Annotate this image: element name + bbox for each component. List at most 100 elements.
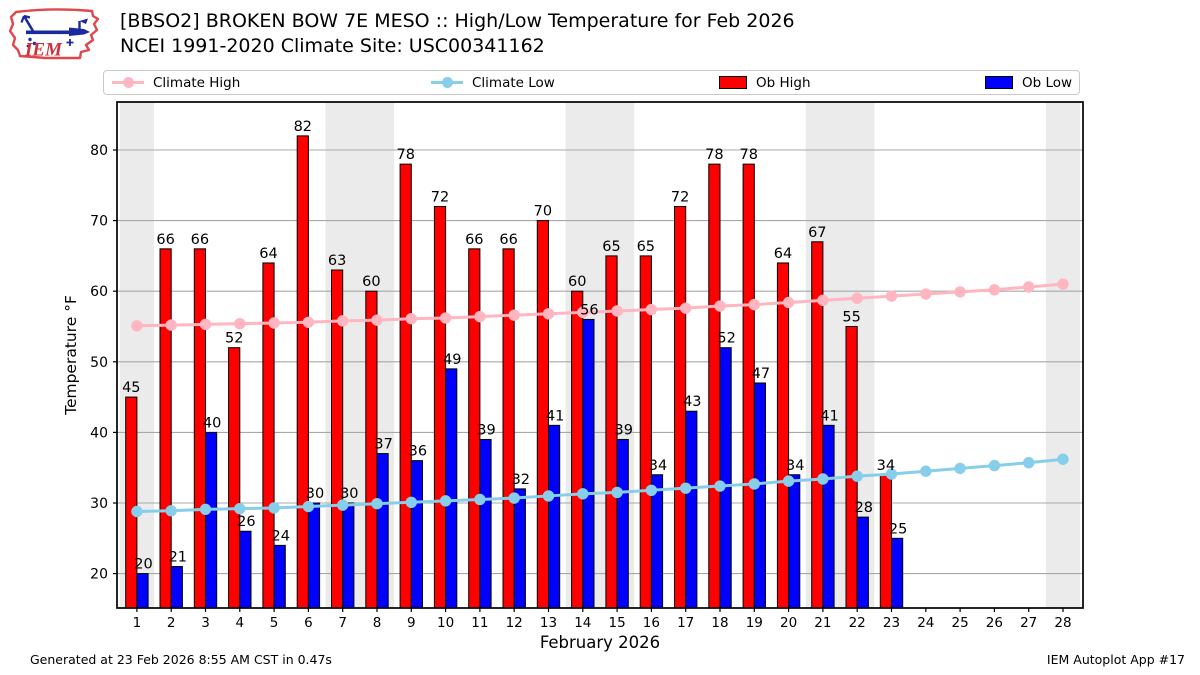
svg-text:63: 63 (328, 253, 346, 269)
svg-text:80: 80 (90, 143, 108, 159)
svg-text:24: 24 (271, 528, 289, 544)
svg-text:65: 65 (602, 239, 620, 255)
svg-text:41: 41 (546, 408, 564, 424)
iowa-outline-icon (8, 8, 100, 60)
svg-text:1: 1 (133, 615, 142, 631)
svg-text:11: 11 (471, 615, 488, 631)
svg-text:52: 52 (225, 331, 243, 347)
svg-text:4: 4 (236, 615, 245, 631)
svg-text:82: 82 (294, 119, 312, 135)
svg-text:66: 66 (191, 232, 209, 248)
svg-text:43: 43 (683, 394, 701, 410)
svg-text:8: 8 (373, 615, 382, 631)
ob-high-bars (125, 135, 892, 609)
svg-text:27: 27 (1020, 615, 1037, 631)
svg-text:70: 70 (534, 204, 552, 220)
svg-text:66: 66 (499, 232, 517, 248)
svg-text:24: 24 (917, 615, 934, 631)
svg-text:3: 3 (201, 615, 210, 631)
svg-text:78: 78 (739, 147, 757, 163)
svg-text:18: 18 (711, 615, 728, 631)
ob-low-swatch-icon (985, 76, 1013, 89)
svg-text:60: 60 (362, 274, 380, 290)
svg-text:12: 12 (506, 615, 523, 631)
svg-text:28: 28 (1054, 615, 1071, 631)
svg-text:21: 21 (169, 550, 187, 566)
svg-text:40: 40 (203, 415, 221, 431)
climate-low-line-marker-icon (431, 77, 463, 88)
svg-text:70: 70 (90, 214, 108, 230)
bar-value-labels: 45 20 66 21 66 40 52 26 64 24 82 30 63 30 60 37 78 36 72 49… (122, 119, 907, 573)
weather-vane-icon (20, 14, 90, 48)
svg-text:9: 9 (407, 615, 416, 631)
chart-title: [BBSO2] BROKEN BOW 7E MESO :: High/Low T… (120, 10, 795, 32)
svg-text:30: 30 (90, 496, 108, 512)
svg-text:34: 34 (649, 458, 667, 474)
svg-text:65: 65 (637, 239, 655, 255)
svg-text:19: 19 (746, 615, 763, 631)
chart-legend: Climate High Climate Low Ob High Ob Low (103, 70, 1080, 95)
logo-text: IEM (24, 40, 63, 61)
svg-text:78: 78 (705, 147, 723, 163)
svg-text:17: 17 (677, 615, 694, 631)
svg-text:21: 21 (814, 615, 831, 631)
svg-text:64: 64 (774, 246, 792, 262)
svg-text:26: 26 (986, 615, 1003, 631)
y-axis: 20 30 40 50 60 70 80 Temperature °F (62, 143, 117, 583)
svg-text:20: 20 (90, 567, 108, 583)
svg-text:60: 60 (568, 274, 586, 290)
y-axis-label: Temperature °F (62, 295, 80, 416)
svg-text:66: 66 (465, 232, 483, 248)
svg-text:45: 45 (122, 380, 140, 396)
legend-label: Climate High (153, 74, 241, 91)
svg-text:20: 20 (134, 557, 152, 573)
legend-label: Ob Low (1022, 74, 1073, 91)
svg-text:7: 7 (338, 615, 347, 631)
svg-text:41: 41 (820, 408, 838, 424)
svg-text:49: 49 (443, 352, 461, 368)
svg-text:6: 6 (304, 615, 313, 631)
svg-text:36: 36 (409, 444, 427, 460)
generated-timestamp: Generated at 23 Feb 2026 8:55 AM CST in … (30, 652, 332, 667)
svg-text:55: 55 (842, 310, 860, 326)
svg-text:66: 66 (156, 232, 174, 248)
svg-text:10: 10 (437, 615, 454, 631)
svg-text:20: 20 (780, 615, 797, 631)
legend-item-climate-low: Climate Low (431, 71, 555, 94)
svg-text:34: 34 (877, 458, 895, 474)
chart-title-block: [BBSO2] BROKEN BOW 7E MESO :: High/Low T… (120, 9, 795, 59)
svg-text:30: 30 (340, 486, 358, 502)
legend-item-ob-high: Ob High (719, 71, 811, 94)
svg-text:72: 72 (431, 189, 449, 205)
svg-text:40: 40 (90, 425, 108, 441)
svg-text:28: 28 (855, 500, 873, 516)
svg-text:22: 22 (849, 615, 866, 631)
svg-text:32: 32 (512, 472, 530, 488)
svg-text:64: 64 (259, 246, 277, 262)
ob-high-swatch-icon (719, 76, 747, 89)
app-credit: IEM Autoplot App #17 (1046, 652, 1185, 667)
svg-text:34: 34 (786, 458, 804, 474)
legend-label: Ob High (756, 74, 811, 91)
svg-text:25: 25 (952, 615, 969, 631)
x-axis-label: February 2026 (540, 633, 660, 652)
climate-low-line (131, 453, 1069, 518)
climate-high-line-marker-icon (112, 77, 144, 88)
svg-text:16: 16 (643, 615, 660, 631)
svg-text:25: 25 (889, 521, 907, 537)
chart-subtitle: NCEI 1991-2020 Climate Site: USC00341162 (120, 35, 545, 57)
svg-text:60: 60 (90, 284, 108, 300)
x-axis: 1 2 3 4 5 6 7 8 9 10 11 12 13 14 15 16 17 18 19 20 21 22 23 24 2… (133, 608, 1072, 652)
svg-text:26: 26 (237, 514, 255, 530)
iem-logo: IEM (8, 8, 100, 61)
svg-text:78: 78 (396, 147, 414, 163)
svg-text:37: 37 (374, 437, 392, 453)
svg-text:72: 72 (671, 189, 689, 205)
svg-text:15: 15 (609, 615, 626, 631)
svg-text:67: 67 (808, 225, 826, 241)
climate-high-line (131, 278, 1069, 332)
plot-frame (116, 101, 1084, 609)
svg-text:2: 2 (167, 615, 176, 631)
